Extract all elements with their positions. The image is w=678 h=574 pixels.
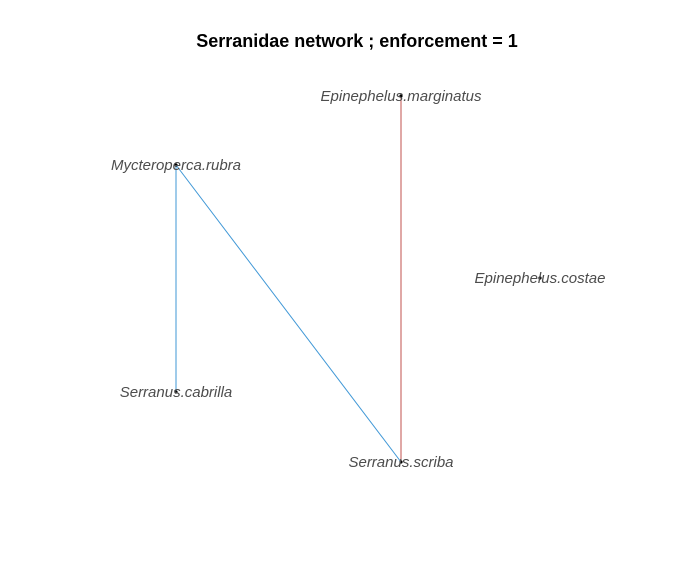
node-label-rubra: Mycteroperca.rubra xyxy=(111,157,241,174)
node-label-marginatus: Epinephelus.marginatus xyxy=(321,88,482,105)
node-point-scriba xyxy=(399,460,403,464)
edge-rubra-scriba xyxy=(175,164,402,463)
node-label-scriba: Serranus.scriba xyxy=(348,454,453,471)
node-point-marginatus xyxy=(399,94,403,98)
edges-layer xyxy=(175,96,402,463)
node-point-rubra xyxy=(174,163,178,167)
nodes-layer: Epinephelus.marginatus Mycteroperca.rubra… xyxy=(111,88,606,471)
node-label-cabrilla: Serranus.cabrilla xyxy=(120,384,233,401)
node-point-cabrilla xyxy=(174,390,178,394)
plot-title: Serranidae network ; enforcement = 1 xyxy=(196,31,518,51)
node-label-costae: Epinephelus.costae xyxy=(475,270,606,287)
node-point-costae xyxy=(538,276,542,280)
